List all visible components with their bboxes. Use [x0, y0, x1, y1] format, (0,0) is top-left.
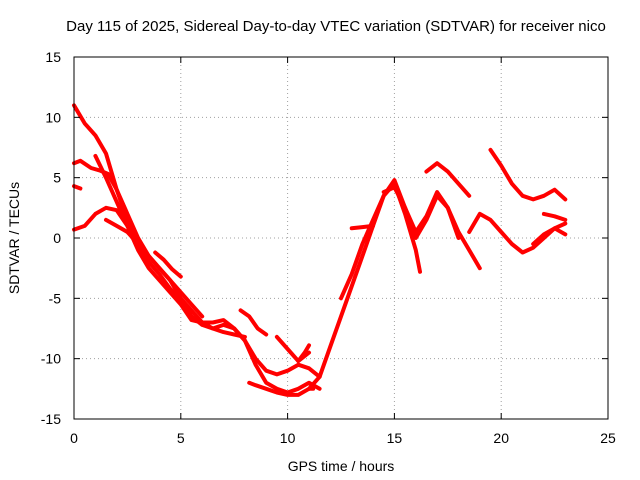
x-tick-label: 5 — [177, 430, 185, 446]
series-arc-2 — [72, 158, 205, 319]
y-tick-label: -15 — [41, 411, 61, 427]
chart-title: Day 115 of 2025, Sidereal Day-to-day VTE… — [66, 18, 606, 35]
y-tick-label: -5 — [49, 290, 62, 306]
y-tick-label: 0 — [53, 230, 61, 246]
y-tick-label: 10 — [45, 109, 61, 125]
series-arc-10 — [296, 343, 311, 364]
series-arc-6 — [104, 217, 141, 246]
series-arc-1 — [72, 103, 247, 339]
series-arc-7 — [153, 250, 183, 279]
series-arc-13 — [339, 181, 422, 301]
x-tick-label: 0 — [70, 430, 78, 446]
y-tick-label: 15 — [45, 49, 61, 65]
y-tick-label: 5 — [53, 170, 61, 186]
series-arc-18 — [488, 147, 568, 202]
series-arc-8 — [238, 308, 269, 337]
series-arc-4 — [72, 205, 322, 379]
series-arc-15 — [381, 185, 461, 240]
y-axis-label: SDTVAR / TECUs — [6, 182, 22, 294]
axis-ticks: 0 5 10 15 20 25 -15 -10 -5 0 5 10 15 — [41, 49, 616, 446]
x-tick-label: 15 — [387, 430, 403, 446]
x-tick-label: 25 — [600, 430, 616, 446]
grid — [74, 57, 608, 419]
series-arc-19 — [541, 211, 568, 222]
series-arc-9 — [274, 334, 311, 364]
series-arc-11 — [247, 380, 316, 397]
x-tick-label: 10 — [280, 430, 296, 446]
x-axis-label: GPS time / hours — [288, 458, 395, 474]
series-arc-16 — [424, 161, 472, 198]
x-tick-label: 20 — [493, 430, 509, 446]
series-arc-20 — [531, 226, 568, 246]
series-arc-17 — [467, 211, 568, 255]
series-arc-5 — [93, 153, 322, 395]
series-arc-14 — [349, 223, 375, 231]
series-arc-3 — [72, 184, 83, 191]
y-tick-label: -10 — [41, 351, 61, 367]
data-series — [72, 103, 568, 397]
